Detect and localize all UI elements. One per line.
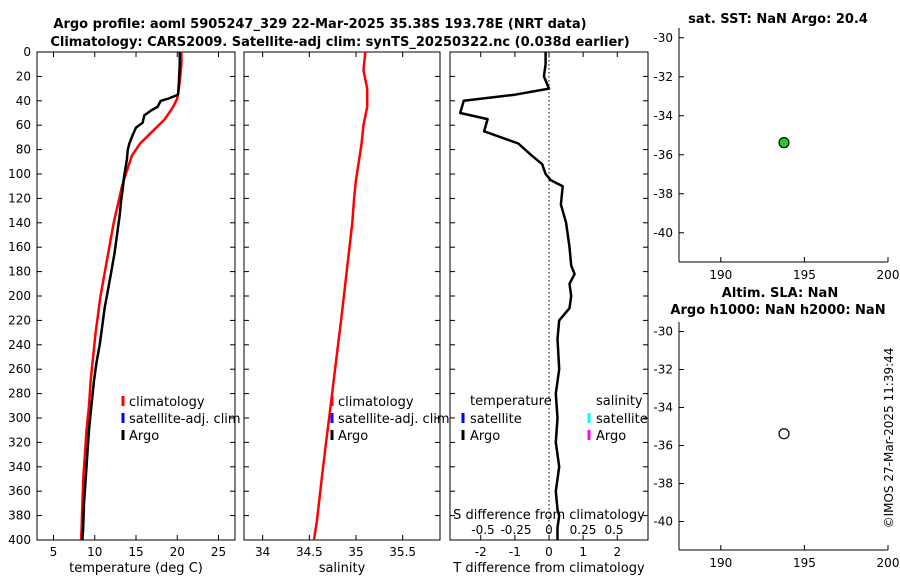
x-tick-label: 35.5: [389, 545, 416, 559]
x-tick-label: 0: [545, 545, 553, 559]
y-tick-label: 100: [8, 167, 31, 181]
y-tick-label: 0: [23, 45, 31, 59]
y-tick-label: -32: [653, 363, 673, 377]
y-tick-label: 400: [8, 533, 31, 547]
x-tick-label: 195: [793, 556, 816, 570]
x-tick-label: 1: [579, 545, 587, 559]
legend-label: Argo: [129, 429, 159, 444]
x-tick-label: 2: [613, 545, 621, 559]
legend-label: Argo: [470, 429, 500, 444]
y-tick-label: -34: [653, 401, 673, 415]
legend-title-temperature: temperature: [470, 394, 552, 409]
sla-map-title-line1: Altim. SLA: NaN: [722, 286, 838, 301]
y-tick-label: -34: [653, 109, 673, 123]
y-tick-label: 200: [8, 289, 31, 303]
y-tick-label: -38: [653, 187, 673, 201]
x2-tick-label: 0.5: [604, 523, 623, 537]
legend-label: climatology: [338, 395, 414, 410]
x-tick-label: 190: [709, 268, 732, 282]
timestamp-stamp: ©IMOS 27-Mar-2025 11:39:44: [882, 348, 896, 529]
series-line-argo: [458, 52, 576, 540]
legend-label: satellite-adj. clim: [129, 412, 241, 427]
figure-title-line1: Argo profile: aoml 5905247_329 22-Mar-20…: [53, 17, 586, 32]
y-tick-label: -30: [653, 325, 673, 339]
y-tick-label: -30: [653, 31, 673, 45]
x-axis-label: T difference from climatology: [452, 561, 645, 576]
y-tick-label: 120: [8, 191, 31, 205]
legend-label: Argo: [596, 429, 626, 444]
sst-map-panel: -30 -32 -34 -36 -38 -40 190 195 200 sat. SST: NaN…: [653, 12, 899, 282]
y-tick-label: -40: [653, 515, 673, 529]
axes-box: [36, 51, 236, 541]
x2-tick-label: -0.5: [471, 523, 494, 537]
sst-map-title: sat. SST: NaN Argo: 20.4: [688, 12, 868, 27]
y-tick-label: 60: [16, 118, 31, 132]
legend-label: satellite: [596, 412, 648, 427]
x-tick-label: -1: [509, 545, 521, 559]
x-tick-label: 200: [877, 268, 900, 282]
y-tick-label: 380: [8, 509, 31, 523]
x-tick-label: 10: [87, 545, 102, 559]
series-line-argo: [81, 52, 181, 541]
y-tick-label: 340: [8, 460, 31, 474]
profile-location-marker: [778, 428, 790, 440]
temperature-panel: 5 10 15 20 25 0 20 40 60 80 100 120 140 160 180 200 220 2…: [8, 45, 241, 576]
sla-map-panel: -30 -32 -34 -36 -38 -40 190 195 200 Altim. SLA: N…: [653, 286, 899, 570]
axes-box: [243, 51, 441, 541]
y-tick-label: -38: [653, 477, 673, 491]
y-tick-label: -32: [653, 70, 673, 84]
y-tick-label: -40: [653, 226, 673, 240]
series-line-climatology: [79, 52, 183, 541]
y-tick-label: -36: [653, 439, 673, 453]
x-tick-label: 200: [877, 556, 900, 570]
y-tick-label: 220: [8, 313, 31, 327]
x-tick-label: 15: [128, 545, 143, 559]
y-tick-label: 260: [8, 362, 31, 376]
legend-label: satellite-adj. clim: [338, 412, 450, 427]
y-tick-label: 280: [8, 387, 31, 401]
x-tick-label: 34: [255, 545, 270, 559]
x2-tick-label: -0.25: [500, 523, 531, 537]
y-tick-label: 20: [16, 69, 31, 83]
y-tick-label: 80: [16, 143, 31, 157]
y-tick-label: 140: [8, 216, 31, 230]
x-axis-label: temperature (deg C): [69, 561, 203, 576]
y-tick-label: 40: [16, 94, 31, 108]
salinity-panel: 34 34.5 35 35.5 salinity climatology satellite…: [243, 51, 450, 576]
figure-title-line2: Climatology: CARS2009. Satellite-adj cli…: [50, 35, 629, 50]
legend-title-salinity: salinity: [596, 394, 643, 409]
difference-panel: -2 -1 0 1 2 T difference from climatology S di…: [449, 51, 649, 576]
x-tick-label: 20: [170, 545, 185, 559]
x-tick-label: -2: [475, 545, 487, 559]
x-tick-label: 195: [793, 268, 816, 282]
legend-label: satellite: [470, 412, 522, 427]
series-line-climatology: [312, 51, 369, 541]
y-tick-label: 360: [8, 484, 31, 498]
x-tick-label: 25: [211, 545, 226, 559]
x-tick-label: 35: [348, 545, 363, 559]
x-axis-label: salinity: [319, 561, 366, 576]
y-tick-label: 300: [8, 411, 31, 425]
y-tick-label: -36: [653, 148, 673, 162]
x2-tick-label: 0: [545, 523, 553, 537]
x2-axis-label: S difference from climatology: [453, 508, 645, 523]
legend-label: climatology: [129, 395, 205, 410]
x-tick-label: 5: [50, 545, 58, 559]
x-tick-label: 190: [709, 556, 732, 570]
sla-map-title-line2: Argo h1000: NaN h2000: NaN: [670, 303, 885, 318]
x-tick-label: 34.5: [296, 545, 323, 559]
y-tick-label: 320: [8, 435, 31, 449]
y-tick-label: 180: [8, 265, 31, 279]
y-tick-label: 240: [8, 338, 31, 352]
legend-label: Argo: [338, 429, 368, 444]
y-tick-label: 160: [8, 240, 31, 254]
x2-tick-label: 0.25: [570, 523, 597, 537]
profile-location-marker: [778, 137, 790, 149]
